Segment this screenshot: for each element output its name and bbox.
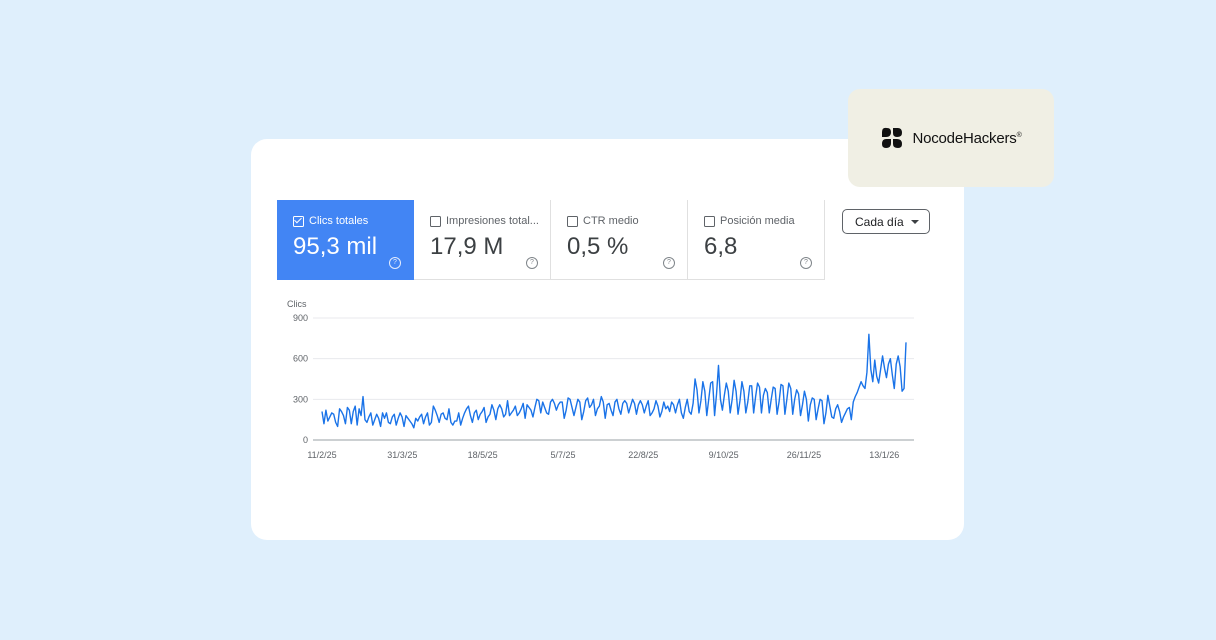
metric-label: Impresiones total...: [446, 215, 539, 227]
metric-value: 0,5 %: [567, 233, 629, 260]
checkbox-icon[interactable]: [704, 215, 715, 227]
x-tick-label: 18/5/25: [468, 450, 498, 460]
metric-card-clicks[interactable]: Clics totales 95,3 mil ?: [277, 200, 414, 280]
x-tick-label: 31/3/25: [387, 450, 417, 460]
brand-badge: NocodeHackers®: [848, 89, 1054, 187]
metric-card-position[interactable]: Posición media 6,8 ?: [688, 200, 825, 280]
x-tick-label: 11/2/25: [307, 450, 336, 460]
metric-card-impressions[interactable]: Impresiones total... 17,9 M ?: [414, 200, 551, 280]
clicks-line-chart: Clics 0 300 600 900 11/2/25 31/3/25 18/5/25 5/…: [287, 299, 914, 460]
checkbox-icon[interactable]: [430, 215, 441, 227]
x-tick-label: 5/7/25: [550, 450, 575, 460]
help-icon[interactable]: ?: [800, 257, 812, 269]
checkbox-checked-icon[interactable]: [293, 215, 304, 227]
granularity-dropdown[interactable]: Cada día: [842, 209, 930, 234]
brand-name: NocodeHackers®: [912, 129, 1022, 147]
help-icon[interactable]: ?: [526, 257, 538, 269]
checkbox-icon[interactable]: [567, 215, 578, 227]
help-icon[interactable]: ?: [389, 257, 401, 269]
metric-value: 17,9 M: [430, 233, 504, 260]
metric-label: Clics totales: [309, 215, 369, 227]
x-tick-label: 9/10/25: [709, 450, 739, 460]
clicks-series-line: [321, 333, 907, 429]
y-axis-label: Clics: [287, 299, 307, 309]
y-tick-label: 600: [293, 354, 308, 364]
dropdown-label: Cada día: [855, 214, 904, 229]
x-tick-label: 22/8/25: [628, 450, 658, 460]
y-tick-label: 900: [293, 313, 308, 323]
caret-down-icon: [911, 219, 919, 224]
y-tick-label: 0: [303, 435, 308, 445]
clover-logo-icon: [882, 127, 903, 148]
x-tick-label: 26/11/25: [787, 450, 821, 460]
metric-tabs: Clics totales 95,3 mil ? Impresiones tot…: [277, 200, 825, 280]
metric-label: CTR medio: [583, 215, 639, 227]
metric-value: 6,8: [704, 233, 738, 260]
metric-card-ctr[interactable]: CTR medio 0,5 % ?: [551, 200, 688, 280]
metric-value: 95,3 mil: [293, 233, 378, 260]
x-tick-label: 13/1/26: [869, 450, 899, 460]
metric-label: Posición media: [720, 215, 795, 227]
help-icon[interactable]: ?: [663, 257, 675, 269]
y-tick-label: 300: [293, 394, 308, 404]
